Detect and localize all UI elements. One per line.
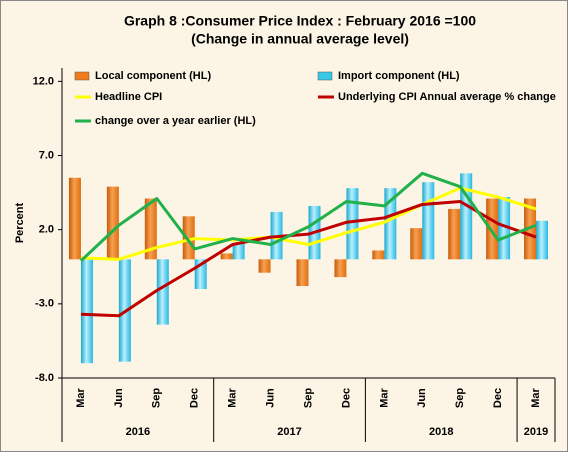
x-tick-label: Mar	[227, 388, 239, 408]
bar	[296, 259, 309, 287]
bar	[68, 177, 81, 260]
legend-label: Import component (HL)	[338, 70, 460, 82]
y-tick-label: -8.0	[35, 372, 54, 384]
chart-subtitle: (Change in annual average level)	[191, 31, 409, 47]
bar	[156, 259, 169, 325]
bar	[448, 208, 461, 260]
x-group-label: 2017	[277, 426, 301, 438]
bar	[536, 220, 549, 260]
bar	[106, 186, 119, 260]
y-axis-label: Percent	[14, 202, 26, 243]
bar	[220, 253, 233, 260]
x-tick-label: Jun	[416, 388, 428, 408]
x-tick-label: Sep	[151, 388, 163, 408]
x-group-label: 2016	[126, 426, 150, 438]
bar	[80, 259, 93, 364]
y-tick-label: 12.0	[33, 75, 54, 87]
bar	[182, 216, 195, 260]
x-tick-label: Mar	[378, 388, 390, 408]
y-tick-label: 2.0	[39, 224, 54, 236]
legend-swatch	[317, 71, 333, 81]
bar	[346, 188, 359, 260]
bar	[232, 243, 245, 260]
legend-label: Local component (HL)	[95, 70, 211, 82]
bar	[372, 250, 385, 260]
x-tick-label: Jun	[113, 388, 125, 408]
x-group-label: 2018	[429, 426, 453, 438]
bar	[422, 182, 435, 260]
x-tick-label: Dec	[492, 388, 504, 408]
legend-label: Underlying CPI Annual average % change	[338, 91, 556, 103]
legend-label: change over a year earlier (HL)	[95, 115, 256, 127]
bar	[410, 228, 423, 260]
chart-title: Graph 8 :Consumer Price Index : February…	[124, 13, 476, 29]
bar	[334, 259, 347, 278]
y-tick-label: -3.0	[35, 298, 54, 310]
x-group-label: 2019	[524, 426, 548, 438]
line	[79, 171, 537, 262]
legend-swatch	[74, 71, 90, 81]
x-tick-label: Dec	[340, 388, 352, 408]
x-tick-label: Sep	[454, 388, 466, 408]
x-tick-label: Dec	[189, 388, 201, 408]
x-tick-label: Mar	[75, 388, 87, 408]
bar	[258, 259, 271, 273]
bar	[144, 198, 157, 260]
bar	[460, 173, 473, 260]
bar	[498, 197, 511, 260]
y-tick-label: 7.0	[39, 149, 54, 161]
x-tick-label: Mar	[530, 388, 542, 408]
bar	[384, 188, 397, 260]
legend-label: Headline CPI	[95, 91, 162, 103]
x-tick-label: Sep	[302, 388, 314, 408]
bar	[486, 198, 499, 260]
x-tick-label: Jun	[264, 388, 276, 408]
line	[80, 199, 537, 318]
